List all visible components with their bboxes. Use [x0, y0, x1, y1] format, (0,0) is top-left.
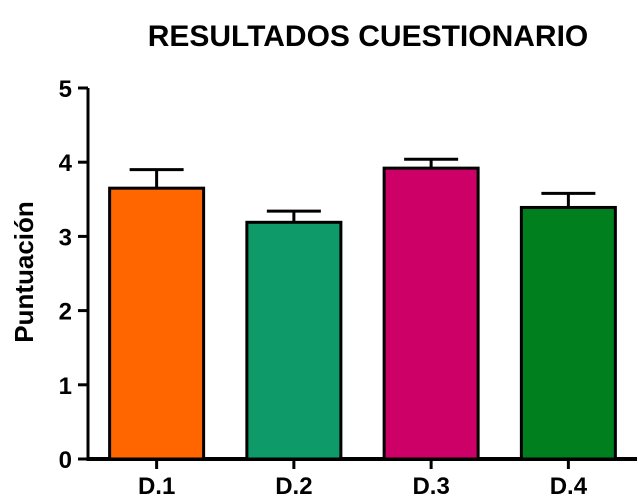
y-ticks: 0 1 2 3 4 5: [59, 76, 88, 474]
y-tick-label: 3: [59, 224, 72, 251]
x-tick-label: D.3: [412, 473, 449, 497]
bars-group: [108, 157, 617, 461]
y-tick-label: 2: [59, 299, 72, 326]
bar-d1: [108, 186, 206, 461]
y-tick-label: 0: [59, 447, 72, 474]
x-tick-label: D.4: [550, 473, 588, 497]
bar-d3: [382, 166, 480, 461]
x-tick-label: D.2: [275, 473, 312, 497]
y-axis-label: Puntuación: [9, 201, 39, 343]
bar-d2: [245, 220, 343, 461]
y-tick-label: 5: [59, 76, 72, 103]
y-tick-label: 4: [59, 150, 73, 177]
x-tick-label: D.1: [138, 473, 175, 497]
chart-title: RESULTADOS CUESTIONARIO: [148, 20, 589, 53]
y-tick-label: 1: [59, 373, 72, 400]
x-ticks: D.1 D.2 D.3 D.4: [138, 459, 588, 500]
bar-d4: [519, 205, 617, 461]
